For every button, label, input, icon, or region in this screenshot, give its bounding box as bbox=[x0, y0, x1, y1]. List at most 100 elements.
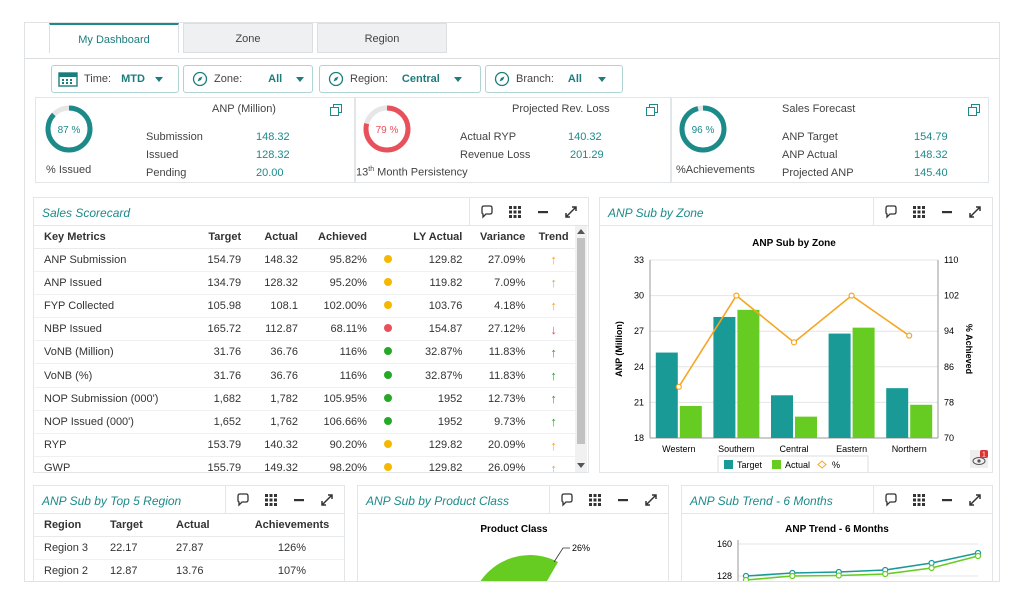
table-row[interactable]: ANP Issued 134.79 128.32 95.20% 119.82 7.09% ↑ bbox=[34, 271, 576, 295]
table-row[interactable]: GWP 155.79 149.32 98.20% 129.82 26.09% ↑ bbox=[34, 456, 576, 472]
table-row[interactable]: NOP Issued (000') 1,652 1,762 106.66% 1952 9.… bbox=[34, 410, 576, 435]
chevron-down-icon[interactable] bbox=[453, 76, 462, 82]
col-target[interactable]: Target bbox=[186, 226, 248, 249]
expand-icon[interactable] bbox=[644, 493, 658, 507]
col-trend[interactable]: Trend bbox=[531, 226, 576, 249]
col-actual[interactable]: Actual bbox=[170, 514, 240, 537]
bar-target[interactable] bbox=[713, 316, 736, 438]
series-line-0 bbox=[745, 552, 979, 577]
ly-actual-cell: 129.82 bbox=[403, 433, 469, 458]
table-row[interactable]: FYP Collected 105.98 108.1 102.00% 103.76 4.1… bbox=[34, 294, 576, 319]
actual-cell: 1,762 bbox=[247, 410, 304, 435]
expand-icon[interactable] bbox=[320, 493, 334, 507]
line-point[interactable] bbox=[790, 339, 798, 346]
copy-icon[interactable] bbox=[968, 104, 980, 116]
col-achievements[interactable]: Achievements bbox=[240, 514, 344, 537]
bar-target[interactable] bbox=[886, 388, 909, 438]
line-point[interactable] bbox=[733, 292, 740, 299]
table-row[interactable]: RYP 153.79 140.32 90.20% 129.82 20.09% ↑ bbox=[34, 433, 576, 458]
table-row[interactable]: Region 2 12.87 13.76 107% bbox=[34, 559, 344, 581]
achievement-cell: 107% bbox=[240, 559, 344, 581]
zone-filter[interactable]: Zone: All bbox=[183, 65, 313, 93]
bar-target[interactable] bbox=[655, 352, 678, 438]
comment-icon[interactable] bbox=[236, 493, 250, 507]
grid-icon[interactable] bbox=[508, 205, 522, 219]
minimize-icon[interactable] bbox=[616, 493, 630, 507]
line-point[interactable] bbox=[928, 564, 935, 572]
grid-icon[interactable] bbox=[912, 205, 926, 219]
comment-icon[interactable] bbox=[884, 205, 898, 219]
actual-cell: 36.76 bbox=[247, 340, 304, 365]
line-point[interactable] bbox=[835, 572, 842, 579]
actual-cell: 1,782 bbox=[247, 387, 304, 411]
line-point[interactable] bbox=[974, 552, 982, 560]
table-row[interactable]: VoNB (Million) 31.76 36.76 116% 32.87% 11.83%… bbox=[34, 340, 576, 365]
scrollbar-thumb[interactable] bbox=[577, 238, 585, 444]
time-filter[interactable]: Time: MTD bbox=[51, 65, 179, 93]
comment-icon[interactable] bbox=[480, 205, 494, 219]
compass-icon bbox=[192, 71, 208, 87]
chevron-down-icon[interactable] bbox=[597, 76, 606, 82]
col-ly-actual[interactable]: LY Actual bbox=[403, 226, 469, 249]
tab-region[interactable]: Region bbox=[317, 23, 447, 53]
col-actual[interactable]: Actual bbox=[247, 226, 304, 249]
zone-panel-title: ANP Sub by Zone bbox=[608, 206, 704, 220]
line-point[interactable] bbox=[789, 572, 796, 580]
minimize-icon[interactable] bbox=[940, 205, 954, 219]
line-point[interactable] bbox=[742, 576, 750, 583]
grid-icon[interactable] bbox=[264, 493, 278, 507]
copy-icon[interactable] bbox=[646, 104, 658, 116]
expand-icon[interactable] bbox=[968, 493, 982, 507]
scroll-down-icon[interactable] bbox=[577, 463, 585, 468]
bar-actual[interactable] bbox=[852, 327, 875, 438]
col-region[interactable]: Region bbox=[34, 514, 104, 537]
bar-actual[interactable] bbox=[679, 405, 702, 438]
grid-icon[interactable] bbox=[912, 493, 926, 507]
ly-actual-cell: 1952 bbox=[403, 410, 469, 435]
copy-icon[interactable] bbox=[330, 104, 342, 116]
bar-actual[interactable] bbox=[910, 404, 933, 438]
col-variance[interactable]: Variance bbox=[468, 226, 532, 249]
bar-actual[interactable] bbox=[795, 416, 817, 438]
col-achieved[interactable]: Achieved bbox=[303, 226, 373, 249]
status-cell bbox=[372, 271, 404, 295]
table-row[interactable]: VoNB (%) 31.76 36.76 116% 32.87% 11.83% ↑ bbox=[34, 363, 576, 388]
pie-slice[interactable] bbox=[470, 555, 558, 582]
col-key-metrics[interactable]: Key Metrics bbox=[34, 226, 187, 249]
status-dot-icon bbox=[384, 254, 393, 263]
table-row[interactable]: ANP Submission 154.79 148.32 95.82% 129.82 27… bbox=[34, 248, 576, 272]
line-point[interactable] bbox=[675, 383, 682, 390]
grid-icon[interactable] bbox=[588, 493, 602, 507]
achieved-cell: 95.82% bbox=[303, 248, 373, 272]
table-row[interactable]: NOP Submission (000') 1,682 1,782 105.95% 19… bbox=[34, 387, 576, 411]
line-point[interactable] bbox=[848, 292, 855, 299]
expand-icon[interactable] bbox=[968, 205, 982, 219]
bar-target[interactable] bbox=[771, 395, 793, 438]
region-filter[interactable]: Region: Central bbox=[319, 65, 481, 93]
region-value: Central bbox=[401, 73, 440, 85]
comment-icon[interactable] bbox=[560, 493, 574, 507]
tab-zone[interactable]: Zone bbox=[183, 23, 313, 53]
table-row[interactable]: NBP Issued 165.72 112.87 68.11% 154.87 27.12%… bbox=[34, 317, 576, 342]
scroll-up-icon[interactable] bbox=[577, 229, 585, 234]
line-point[interactable] bbox=[882, 570, 889, 578]
minimize-icon[interactable] bbox=[940, 493, 954, 507]
col-target[interactable]: Target bbox=[104, 514, 170, 537]
line-point[interactable] bbox=[928, 559, 935, 567]
branch-filter[interactable]: Branch: All bbox=[485, 65, 623, 93]
bar-actual[interactable] bbox=[737, 309, 760, 438]
target-cell: 154.79 bbox=[186, 248, 248, 272]
tab-my-dashboard[interactable]: My Dashboard bbox=[49, 23, 179, 53]
comment-icon[interactable] bbox=[884, 493, 898, 507]
expand-icon[interactable] bbox=[564, 205, 578, 219]
bar-target[interactable] bbox=[828, 333, 851, 438]
table-row[interactable]: Region 3 22.17 27.87 126% bbox=[34, 536, 344, 560]
chevron-down-icon[interactable] bbox=[296, 76, 305, 82]
trend-arrow-icon: ↑ bbox=[531, 294, 576, 319]
scorecard-scrollbar[interactable] bbox=[575, 226, 587, 472]
minimize-icon[interactable] bbox=[536, 205, 550, 219]
minimize-icon[interactable] bbox=[292, 493, 306, 507]
view-icon[interactable]: 1 bbox=[970, 450, 988, 468]
target-cell: 105.98 bbox=[186, 294, 248, 319]
line-point[interactable] bbox=[906, 332, 913, 339]
